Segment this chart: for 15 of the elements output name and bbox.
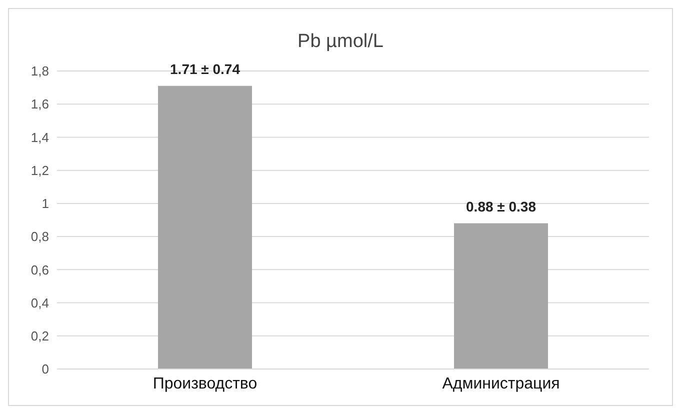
y-tick-label: 0 [42,362,49,377]
y-tick-label: 1,8 [30,64,49,79]
y-tick-label: 0,8 [30,229,49,244]
y-tick-label: 0,4 [30,295,49,310]
data-label: 0.88 ± 0.38 [466,198,536,214]
y-tick-label: 1,6 [30,96,49,112]
y-tick-label: 1,2 [30,162,49,178]
y-tick-label: 1 [42,196,49,212]
x-tick-label: Администрация [442,375,560,392]
x-tick-label: Производство [152,375,258,392]
chart-title: Pb µmol/L [296,30,384,54]
y-tick-label: 0,2 [30,328,49,344]
data-label: 1.71 ± 0.74 [170,60,240,77]
y-tick-label: 0,6 [30,262,49,278]
y-tick-label: 1,4 [30,130,49,145]
